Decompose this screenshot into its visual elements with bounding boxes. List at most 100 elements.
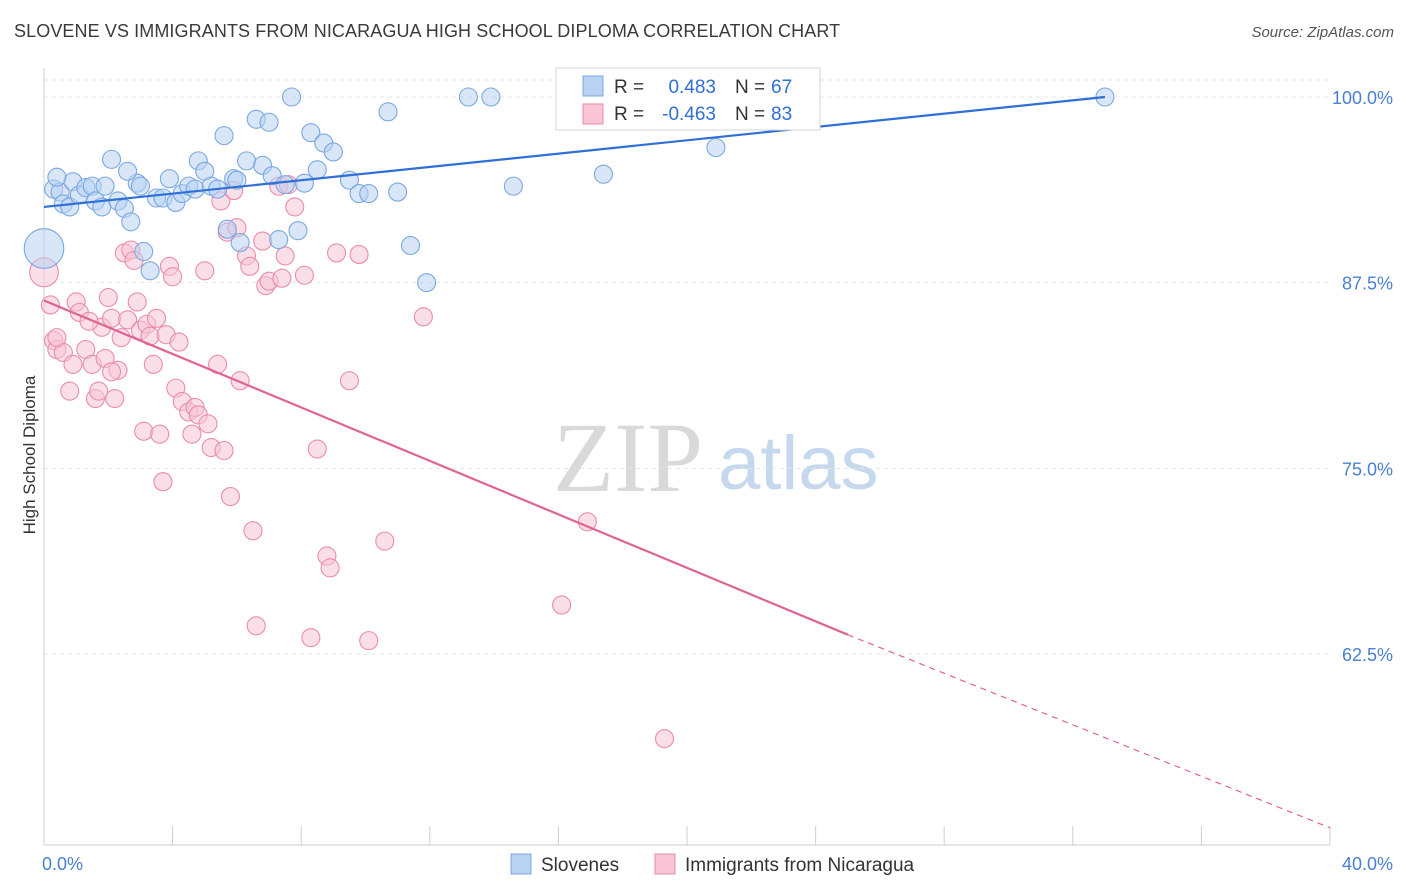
trend-lines xyxy=(43,95,1331,829)
nicaragua-point-50 xyxy=(220,487,241,507)
slovenes-point-55 xyxy=(458,87,478,107)
slovenes-point-14 xyxy=(121,212,141,232)
nicaragua-point-35 xyxy=(163,267,183,287)
legend-n-value-blue: 67 xyxy=(771,77,792,98)
slovenes-point-30 xyxy=(217,219,237,239)
nicaragua-point-32 xyxy=(153,472,173,492)
slovenes-point-64 xyxy=(47,167,67,187)
nicaragua-point-48 xyxy=(214,440,234,461)
slovenes-point-16 xyxy=(134,241,154,262)
y-tick-label-3: 100.0% xyxy=(1332,88,1393,108)
nicaragua-point-6 xyxy=(63,354,83,374)
nicaragua-point-75 xyxy=(375,531,395,551)
source-label: Source: ZipAtlas.com xyxy=(1251,24,1394,41)
nicaragua-point-66 xyxy=(294,265,314,285)
nicaragua-point-12 xyxy=(89,381,109,401)
slovenes-point-59 xyxy=(593,164,613,184)
x-tick-label-min: 0.0% xyxy=(42,854,83,874)
nicaragua-point-62 xyxy=(272,268,292,288)
slovenes-point-42 xyxy=(288,221,308,241)
nicaragua-point-74 xyxy=(359,631,379,651)
y-axis-title: High School Diploma xyxy=(20,375,39,534)
nicaragua-point-57 xyxy=(246,616,266,636)
nicaragua-trend-line xyxy=(43,299,849,636)
nicaragua-point-29 xyxy=(143,354,163,374)
nicaragua-point-5 xyxy=(60,381,80,401)
nicaragua-point-65 xyxy=(285,197,305,217)
legend-r-value-blue: 0.483 xyxy=(668,77,716,98)
nicaragua-point-82 xyxy=(101,362,122,382)
y-tick-labels: 62.5% 75.0% 87.5% 100.0% xyxy=(1332,88,1393,665)
slovenes-point-44 xyxy=(301,123,321,143)
legend-n-value-pink: 83 xyxy=(771,104,792,125)
legend-r-label-blue: R = xyxy=(614,77,644,98)
nicaragua-point-53 xyxy=(230,371,250,391)
nicaragua-point-76 xyxy=(413,307,433,327)
nicaragua-point-71 xyxy=(327,243,347,263)
bottom-legend-swatch-slovenes xyxy=(510,853,532,875)
nicaragua-point-19 xyxy=(111,328,131,348)
legend-r-value-pink: -0.463 xyxy=(662,104,716,125)
nicaragua-point-58 xyxy=(253,231,273,251)
legend-n-label-pink: N = xyxy=(735,104,765,125)
bottom-legend: Slovenes Immigrants from Nicaragua xyxy=(510,853,915,876)
nicaragua-point-21 xyxy=(118,310,138,330)
nicaragua-point-30 xyxy=(146,308,167,328)
slovenes-point-51 xyxy=(378,102,398,122)
nicaragua-point-31 xyxy=(150,424,170,444)
nicaragua-point-24 xyxy=(127,292,147,312)
nicaragua-point-55 xyxy=(240,256,260,276)
slovenes-point-17 xyxy=(140,261,160,281)
slovenes-point-60 xyxy=(706,137,726,158)
nicaragua-point-44 xyxy=(198,414,218,434)
nicaragua-point-67 xyxy=(301,628,321,648)
bottom-legend-label-nicaragua: Immigrants from Nicaragua xyxy=(685,855,915,876)
nicaragua-point-26 xyxy=(134,421,154,441)
slovenes-point-20 xyxy=(159,169,179,189)
slovenes-point-52 xyxy=(388,182,408,202)
y-tick-label-1: 75.0% xyxy=(1342,459,1393,479)
nicaragua-point-17 xyxy=(105,388,125,409)
nicaragua-point-16 xyxy=(101,308,122,328)
legend-swatch-pink xyxy=(582,103,604,125)
legend-box: R = 0.483 N = 67 R = -0.463 N = 83 xyxy=(555,67,821,131)
slovenes-point-63 xyxy=(130,176,150,196)
slovenes-point-65 xyxy=(118,161,138,181)
nicaragua-point-40 xyxy=(182,424,202,444)
slovenes-point-32 xyxy=(227,170,247,190)
slovenes-point-10 xyxy=(95,176,115,196)
chart-title: SLOVENE VS IMMIGRANTS FROM NICARAGUA HIG… xyxy=(14,21,841,41)
slovenes-point-56 xyxy=(481,87,501,107)
y-tick-label-0: 62.5% xyxy=(1342,645,1393,665)
slovenes-point-45 xyxy=(307,160,327,180)
nicaragua-point-80 xyxy=(47,328,67,348)
x-tick-label-max: 40.0% xyxy=(1342,854,1393,874)
nicaragua-point-70 xyxy=(320,558,340,578)
bottom-legend-swatch-nicaragua xyxy=(654,853,676,875)
slovenes-point-37 xyxy=(259,112,279,132)
nicaragua-point-68 xyxy=(307,439,327,459)
legend-n-label-blue: N = xyxy=(735,77,765,98)
slovenes-point-11 xyxy=(101,149,122,169)
legend-r-label-pink: R = xyxy=(614,104,644,125)
slovenes-point-40 xyxy=(275,175,295,195)
slovenes-point-41 xyxy=(282,87,302,107)
series-pink-points xyxy=(29,175,675,749)
slovenes-point-54 xyxy=(417,273,437,293)
slovenes-point-43 xyxy=(294,173,314,193)
slovenes-point-29 xyxy=(214,126,234,146)
nicaragua-point-77 xyxy=(552,595,572,615)
legend-swatch-blue xyxy=(582,75,604,97)
slovenes-point-50 xyxy=(359,183,379,204)
nicaragua-point-79 xyxy=(654,729,675,749)
slovenes-trend-line xyxy=(43,95,1106,209)
nicaragua-point-63 xyxy=(275,246,295,266)
nicaragua-point-37 xyxy=(169,332,189,352)
slovenes-point-34 xyxy=(236,151,257,171)
nicaragua-point-56 xyxy=(243,521,263,541)
axes xyxy=(43,68,1331,846)
nicaragua-trend-extension xyxy=(847,634,1331,829)
slovenes-point-57 xyxy=(503,176,523,196)
nicaragua-point-15 xyxy=(98,287,118,308)
